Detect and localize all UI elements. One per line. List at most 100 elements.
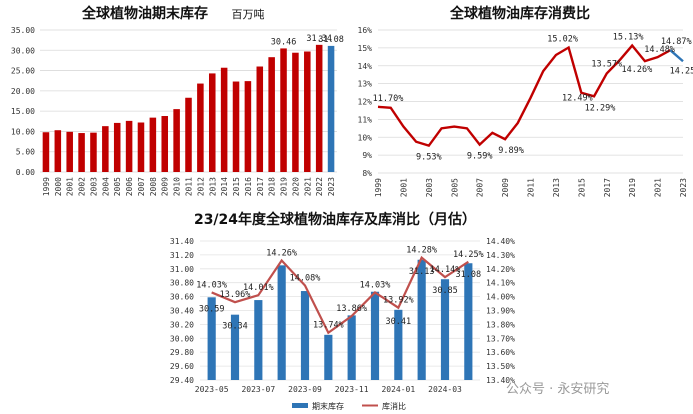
y-tick-label: 14% [358, 62, 373, 71]
y-right-tick-label: 14.40% [486, 237, 515, 246]
y-right-tick-label: 14.00% [486, 293, 515, 302]
x-tick-label: 2012 [196, 177, 205, 196]
x-tick-label: 2020 [291, 177, 300, 196]
data-label: 9.89% [498, 146, 524, 156]
x-tick-label: 2005 [450, 178, 459, 197]
data-label: 31.34 [306, 34, 332, 44]
stock-bar [90, 132, 97, 172]
ratio-line [211, 255, 469, 335]
stock-bar [197, 83, 204, 172]
x-tick-label: 2015 [232, 177, 241, 196]
data-label: 9.53% [416, 153, 442, 163]
stock-bar [304, 51, 311, 173]
stock-bar [113, 122, 121, 172]
data-label: 14.25% [670, 66, 693, 76]
x-tick-label: 2021 [654, 178, 663, 197]
stock-bar [327, 45, 335, 172]
x-tick-label: 2009 [501, 178, 510, 197]
y-right-tick-label: 13.80% [486, 320, 515, 329]
x-tick-label: 2024-03 [428, 385, 462, 394]
legend-label-ratio: 库消比 [382, 401, 406, 411]
stock-bar [207, 297, 216, 380]
x-tick-label: 2002 [78, 177, 87, 196]
y-tick-label: 10% [358, 133, 373, 142]
x-tick-label: 2006 [125, 177, 134, 196]
y-tick-label: 0.00 [16, 168, 35, 177]
y-left-tick-label: 30.20 [170, 320, 194, 329]
line-data-label: 13.86% [336, 304, 367, 314]
stock-bar [300, 291, 310, 380]
y-right-tick-label: 13.40% [486, 376, 515, 385]
data-label: 15.13% [613, 33, 644, 43]
stock-bar [280, 48, 287, 172]
x-tick-label: 2009 [161, 177, 170, 196]
y-tick-label: 5.00 [16, 148, 35, 157]
y-left-tick-label: 31.00 [170, 265, 194, 274]
ratio-chart-title: 全球植物油库存消费比 [449, 5, 590, 22]
stock-bar [324, 334, 333, 380]
stock-bar [244, 81, 252, 172]
x-tick-label: 2019 [628, 178, 637, 197]
y-tick-label: 20.00 [11, 87, 35, 96]
line-data-label: 14.26% [266, 248, 297, 258]
bar-data-label: 31.08 [456, 270, 482, 280]
bar-data-label: 30.41 [386, 317, 412, 327]
stock-bar [254, 300, 263, 380]
y-right-tick-label: 13.60% [486, 348, 515, 357]
y-left-tick-label: 29.40 [170, 376, 194, 385]
stock-bar [256, 66, 264, 172]
x-tick-label: 2017 [603, 178, 612, 197]
stock-bar [394, 309, 403, 380]
data-label: 14.87% [661, 37, 692, 47]
y-tick-label: 10.00 [11, 127, 35, 136]
line-data-label: 14.03% [360, 280, 391, 290]
y-tick-label: 13% [358, 80, 373, 89]
x-tick-label: 2007 [137, 177, 146, 196]
x-tick-label: 2005 [113, 177, 122, 196]
y-right-tick-label: 14.20% [486, 265, 515, 274]
stock-bar [232, 81, 240, 172]
stock-bar [125, 120, 133, 172]
x-tick-label: 2024-01 [381, 385, 415, 394]
stock-bar [440, 279, 450, 380]
y-left-tick-label: 31.20 [170, 251, 194, 260]
data-label: 11.70% [373, 94, 404, 104]
x-tick-label: 2022 [315, 177, 324, 196]
x-tick-label: 2000 [54, 177, 63, 196]
y-left-tick-label: 30.40 [170, 307, 194, 316]
y-left-tick-label: 29.60 [170, 362, 194, 371]
y-tick-label: 15.00 [11, 107, 35, 116]
data-label: 14.48% [644, 45, 675, 55]
bar-data-label: 31.13 [409, 267, 435, 277]
stock-bar [417, 259, 426, 380]
y-right-tick-label: 13.50% [486, 362, 515, 371]
legend-swatch-stock [292, 403, 308, 408]
bar-data-label: 30.59 [199, 304, 225, 314]
data-label: 30.46 [271, 37, 297, 47]
data-label: 12.49% [562, 94, 593, 104]
data-label: 13.57% [591, 59, 622, 69]
stock-bar [230, 314, 240, 380]
x-tick-label: 2014 [220, 177, 229, 196]
x-tick-label: 2013 [208, 177, 217, 196]
line-data-label: 14.25% [453, 250, 484, 260]
x-tick-label: 2001 [66, 177, 75, 196]
y-tick-label: 11% [358, 115, 373, 124]
line-data-label: 14.01% [243, 283, 274, 293]
stock-bar [173, 109, 180, 172]
y-left-tick-label: 30.60 [170, 293, 194, 302]
line-data-label: 13.92% [383, 296, 414, 306]
stock-bar [220, 67, 228, 172]
stock-bar [78, 133, 85, 172]
stock-bar [66, 131, 73, 172]
y-tick-label: 12% [358, 98, 373, 107]
stock-bar [347, 315, 356, 380]
x-tick-label: 2016 [244, 177, 253, 196]
y-left-tick-label: 30.80 [170, 279, 194, 288]
x-tick-label: 2011 [527, 178, 536, 197]
x-tick-label: 2015 [577, 178, 586, 197]
stock-bar [42, 132, 50, 172]
stock-bar [137, 122, 145, 172]
x-tick-label: 2021 [303, 177, 312, 196]
bar-data-label: 30.85 [432, 286, 458, 296]
